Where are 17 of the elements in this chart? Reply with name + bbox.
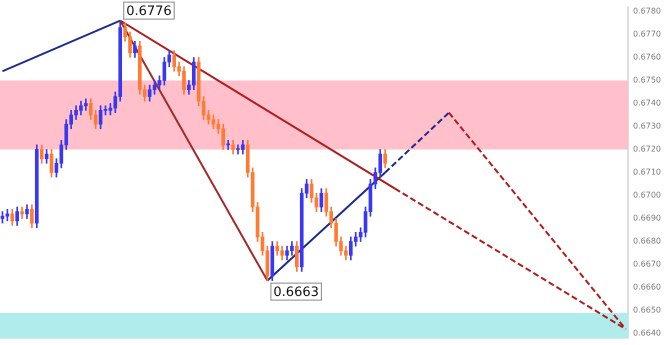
y-tick-label: 0.6760 xyxy=(633,52,662,62)
y-tick-label: 0.6700 xyxy=(633,190,662,200)
y-tick-label: 0.6740 xyxy=(633,98,662,108)
y-tick-label: 0.6670 xyxy=(633,260,662,269)
y-tick-label: 0.6650 xyxy=(633,306,662,315)
y-tick-label: 0.6690 xyxy=(633,214,662,223)
y-tick-label: 0.6660 xyxy=(633,282,662,292)
y-tick-label: 0.6680 xyxy=(633,236,662,246)
y-tick-label: 0.6730 xyxy=(633,122,662,131)
y-tick-label: 0.6750 xyxy=(633,76,662,85)
y-tick-label: 0.6710 xyxy=(633,168,662,177)
y-tick-label: 0.6780 xyxy=(633,6,662,16)
annotation: 0.6663 xyxy=(273,285,319,300)
y-tick-label: 0.6640 xyxy=(633,328,662,338)
y-tick-label: 0.6770 xyxy=(633,29,662,38)
y-tick-label: 0.6720 xyxy=(633,144,662,154)
annotation: 0.6776 xyxy=(126,4,172,19)
